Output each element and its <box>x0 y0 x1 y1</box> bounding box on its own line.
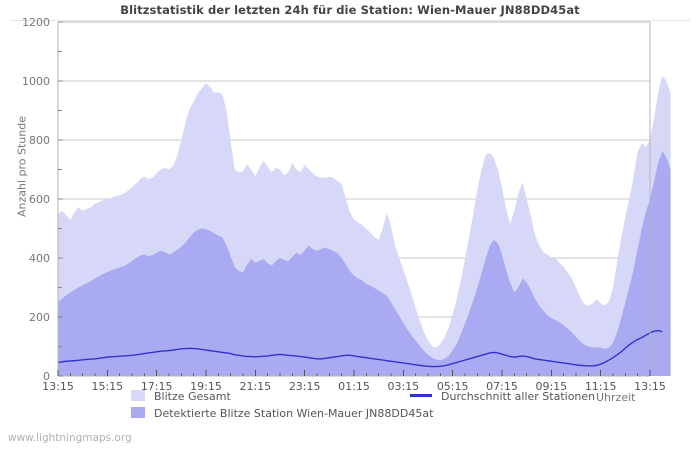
x-axis-label: Uhrzeit <box>596 391 636 404</box>
legend-swatch-average <box>410 394 432 397</box>
y-tick-label: 1000 <box>22 75 50 88</box>
x-tick-label: 07:15 <box>486 380 518 393</box>
series-lines <box>57 329 663 368</box>
chart-title: Blitzstatistik der letzten 24h für die S… <box>120 3 580 17</box>
chart-legend: Blitze Gesamt Detektierte Blitze Station… <box>0 390 700 430</box>
x-tick-label: 03:15 <box>387 380 419 393</box>
legend-swatch-total <box>131 390 145 401</box>
y-tick-label: 600 <box>29 193 50 206</box>
x-tick-label: 15:15 <box>91 380 123 393</box>
y-tick-label: 1200 <box>22 16 50 29</box>
legend-label-total: Blitze Gesamt <box>154 390 231 403</box>
x-tick-label: 11:15 <box>585 380 617 393</box>
legend-label-station: Detektierte Blitze Station Wien-Mauer JN… <box>154 407 434 420</box>
y-tick-label: 200 <box>29 311 50 324</box>
legend-item-total: Blitze Gesamt <box>131 390 231 403</box>
y-tick-label: 400 <box>29 252 50 265</box>
footer-watermark: www.lightningmaps.org <box>8 432 132 444</box>
x-axis-ticks: 13:15 15:15 17:15 19:15 21:15 23:15 01:15 03:15… <box>42 380 666 393</box>
series-areas <box>58 75 671 376</box>
x-tick-label: 13:15 <box>42 380 74 393</box>
x-tick-label: 01:15 <box>338 380 370 393</box>
y-axis-ticks: 0 200 400 600 800 1000 1200 <box>22 16 50 383</box>
x-tick-label: 05:15 <box>437 380 469 393</box>
x-tick-label: 17:15 <box>141 380 173 393</box>
area-station <box>58 151 671 376</box>
x-tick-label: 23:15 <box>289 380 321 393</box>
legend-label-average: Durchschnitt aller Stationen <box>441 390 596 403</box>
plot-canvas: 0 200 400 600 800 1000 1200 13:15 15:15 17:15 19:… <box>22 16 671 393</box>
y-tick-label: 800 <box>29 134 50 147</box>
x-tick-label: 21:15 <box>239 380 271 393</box>
x-tick-label: 09:15 <box>535 380 567 393</box>
legend-item-average: Durchschnitt aller Stationen <box>410 390 595 403</box>
legend-item-station: Detektierte Blitze Station Wien-Mauer JN… <box>131 407 433 420</box>
x-tick-label: 13:15 <box>634 380 666 393</box>
axes <box>57 21 651 377</box>
x-tick-label: 19:15 <box>190 380 222 393</box>
legend-swatch-station <box>131 407 145 418</box>
title-divider <box>10 20 690 21</box>
line-average <box>57 329 663 368</box>
y-tick-label: 0 <box>43 370 50 383</box>
